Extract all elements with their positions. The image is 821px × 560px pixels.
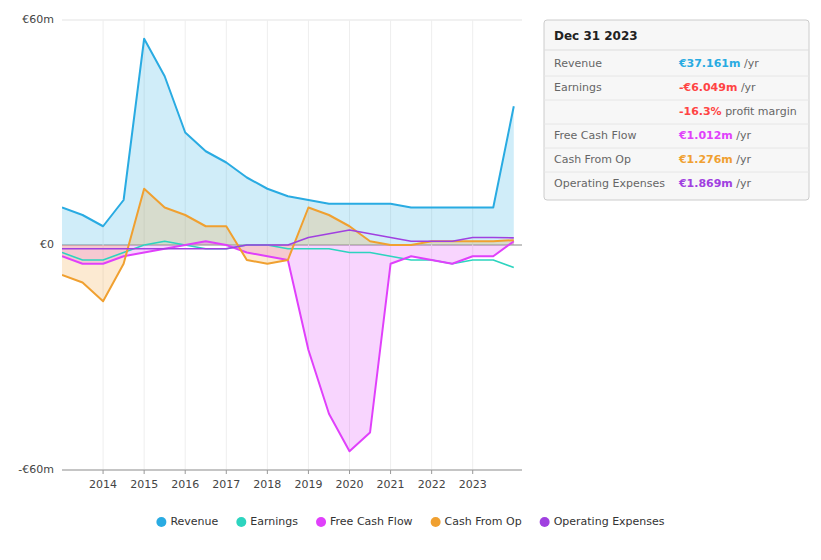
x-tick-label: 2018 — [253, 478, 281, 491]
legend-item: Cash From Op — [431, 515, 522, 528]
info-row-label: Revenue — [554, 57, 602, 70]
x-tick — [185, 470, 186, 474]
area-fill — [62, 39, 514, 245]
area-fill — [62, 241, 514, 451]
x-tick-label: 2022 — [418, 478, 446, 491]
x-tick-label: 2023 — [459, 478, 487, 491]
areas — [62, 39, 514, 452]
legend-marker — [431, 517, 441, 527]
info-row-value: -€6.049m /yr — [679, 81, 756, 94]
area-fill — [62, 189, 514, 302]
info-unit: /yr — [733, 153, 752, 166]
info-box-frame — [544, 20, 809, 200]
info-box: Dec 31 2023 Revenue €37.161m /yr Earnings -€… — [544, 20, 809, 200]
info-divider — [544, 50, 809, 51]
info-unit: /yr — [733, 177, 752, 190]
legend-item: Earnings — [236, 515, 298, 528]
x-tick — [267, 470, 268, 474]
x-tick-label: 2014 — [89, 478, 117, 491]
info-row-value: €1.869m /yr — [678, 177, 752, 190]
info-value: €1.276m — [678, 153, 733, 166]
x-tick-label: 2017 — [212, 478, 240, 491]
info-row-value: €1.276m /yr — [678, 153, 752, 166]
x-axis-line — [62, 470, 522, 471]
info-unit: /yr — [737, 81, 756, 94]
x-tick — [103, 470, 104, 474]
info-divider — [544, 172, 809, 173]
series-line — [62, 189, 514, 302]
info-divider — [544, 124, 809, 125]
series-line — [62, 230, 514, 249]
info-unit: profit margin — [722, 105, 797, 118]
x-tick-label: 2015 — [130, 478, 158, 491]
chart: Dec 31 2023 Revenue €37.161m /yr Earnings -€… — [0, 0, 821, 560]
legend-marker — [236, 517, 246, 527]
legend: Revenue Earnings Free Cash Flow Cash From O… — [156, 515, 664, 528]
x-tick — [308, 470, 309, 474]
legend-marker — [156, 517, 166, 527]
legend-label: Revenue — [170, 515, 218, 528]
info-unit: /yr — [733, 129, 752, 142]
x-tick — [472, 470, 473, 474]
info-divider — [544, 148, 809, 149]
info-row-label: Cash From Op — [554, 153, 631, 166]
y-grid-line — [62, 470, 522, 471]
legend-item: Free Cash Flow — [316, 515, 413, 528]
info-row-label: Operating Expenses — [554, 177, 665, 190]
info-divider — [544, 76, 809, 77]
info-box-title: Dec 31 2023 — [554, 29, 638, 43]
lines — [62, 39, 514, 452]
legend-label: Free Cash Flow — [330, 515, 413, 528]
legend-item: Operating Expenses — [540, 515, 665, 528]
info-value: -€6.049m — [679, 81, 737, 94]
legend-marker — [316, 517, 326, 527]
x-tick — [226, 470, 227, 474]
y-grid-line — [62, 20, 522, 21]
grid — [62, 20, 522, 470]
legend-marker — [540, 517, 550, 527]
info-row-label: Free Cash Flow — [554, 129, 637, 142]
x-tick-label: 2019 — [294, 478, 322, 491]
x-tick-label: 2020 — [336, 478, 364, 491]
legend-label: Earnings — [250, 515, 298, 528]
info-value: €1.869m — [678, 177, 733, 190]
series-line — [62, 241, 514, 451]
plot-area — [62, 39, 514, 452]
info-row-label: Earnings — [554, 81, 602, 94]
x-tick — [390, 470, 391, 474]
y-tick-label: -€60m — [18, 463, 54, 476]
info-row-value: -16.3% profit margin — [679, 105, 797, 118]
info-value: -16.3% — [679, 105, 722, 118]
info-row-value: €1.012m /yr — [678, 129, 752, 142]
info-value: €37.161m — [678, 57, 741, 70]
x-tick — [431, 470, 432, 474]
info-value: €1.012m — [678, 129, 733, 142]
legend-label: Operating Expenses — [554, 515, 665, 528]
x-tick-label: 2016 — [171, 478, 199, 491]
y-tick-label: €0 — [40, 238, 54, 251]
info-row-value: €37.161m /yr — [678, 57, 759, 70]
info-unit: /yr — [740, 57, 759, 70]
info-divider — [544, 100, 809, 101]
x-tick — [349, 470, 350, 474]
legend-label: Cash From Op — [445, 515, 522, 528]
y-tick-label: €60m — [22, 13, 54, 26]
x-tick — [144, 470, 145, 474]
series-line — [62, 39, 514, 227]
x-tick-label: 2021 — [377, 478, 405, 491]
legend-item: Revenue — [156, 515, 218, 528]
